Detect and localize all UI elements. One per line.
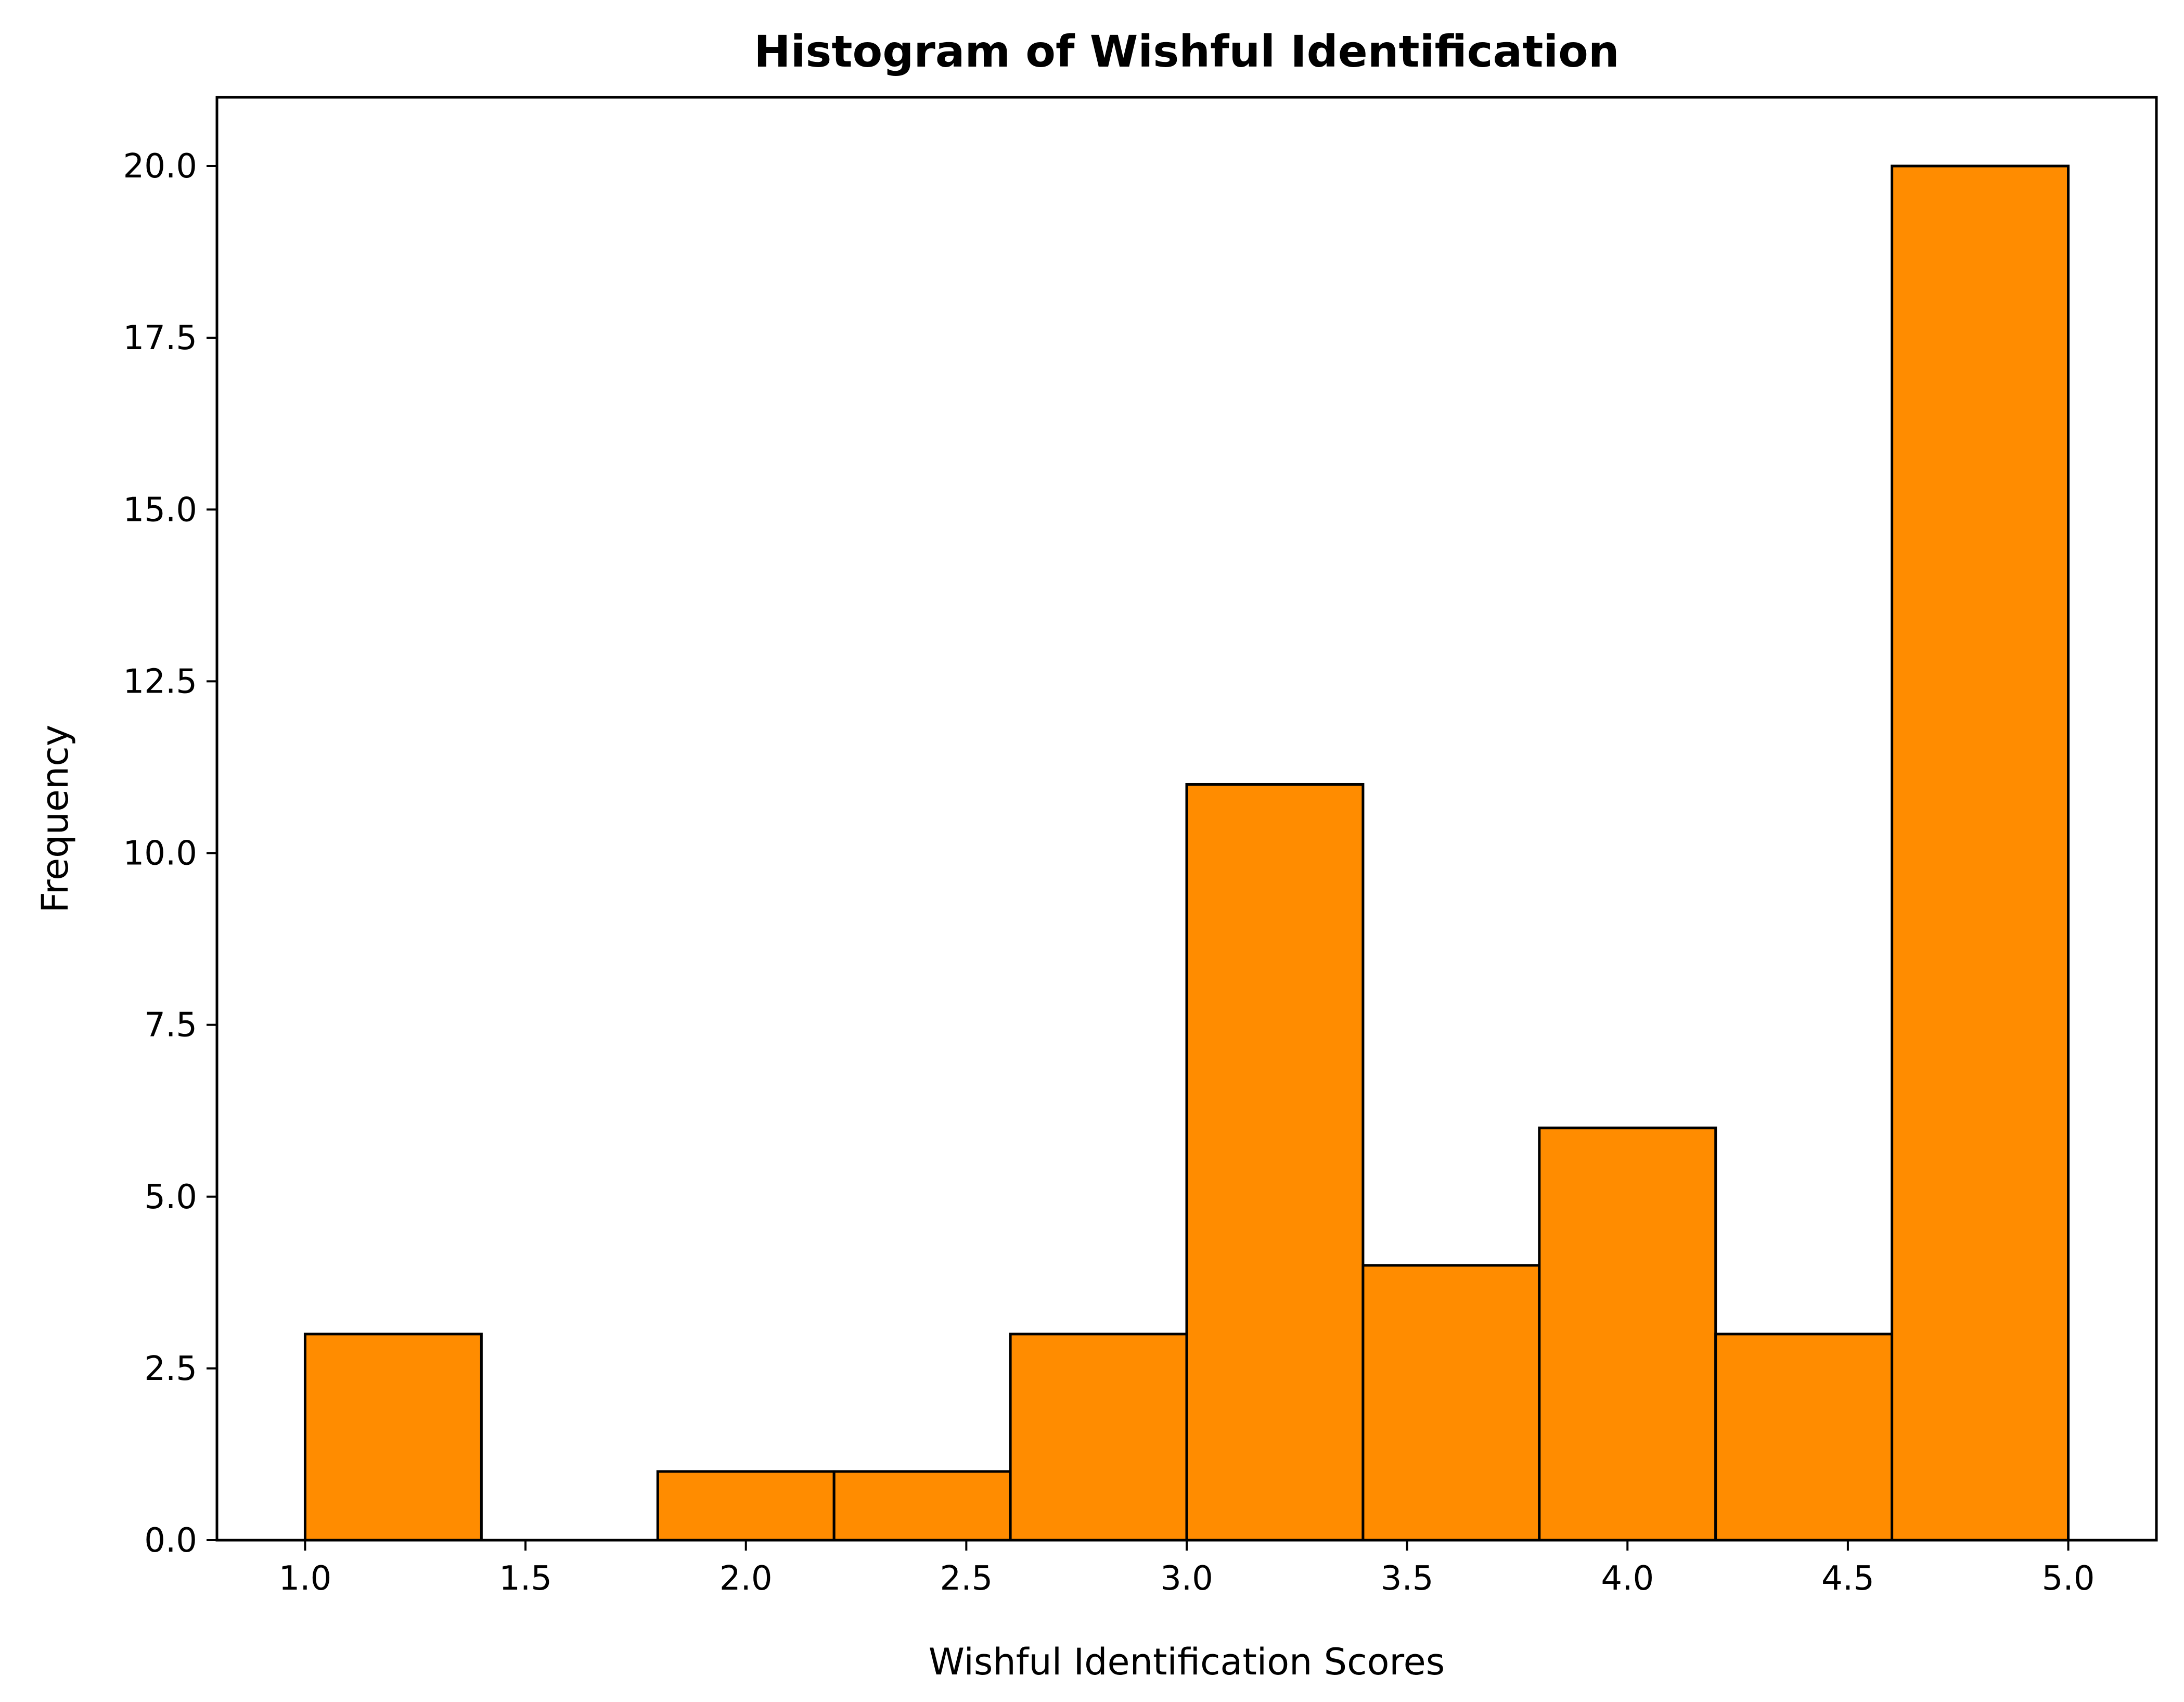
- y-tick-label: 12.5: [123, 662, 198, 701]
- x-axis-label: Wishful Identification Scores: [929, 1641, 1445, 1683]
- y-tick-label: 5.0: [144, 1178, 197, 1217]
- histogram-bar: [1185, 783, 1365, 1542]
- histogram-bar: [656, 1470, 836, 1542]
- y-tick-label: 17.5: [123, 319, 198, 357]
- x-tick-label: 1.5: [499, 1559, 552, 1598]
- x-tick-label: 4.5: [1821, 1559, 1874, 1598]
- y-tick-label: 2.5: [144, 1350, 197, 1388]
- histogram-bar: [1891, 164, 2070, 1542]
- y-axis-label: Frequency: [34, 725, 76, 913]
- y-tick-label: 20.0: [123, 147, 198, 186]
- y-tick-label: 0.0: [144, 1521, 197, 1560]
- x-tick-label: 3.0: [1160, 1559, 1213, 1598]
- y-axis-ticks: 0.0 2.5 5.0 7.5 10.0 12.5 15.0 17.5 20.0: [123, 147, 217, 1560]
- y-tick-label: 15.0: [123, 491, 198, 529]
- histogram-bar: [832, 1470, 1012, 1542]
- bars-group: [303, 164, 2070, 1542]
- y-tick-label: 7.5: [144, 1006, 197, 1045]
- x-axis-ticks: 1.0 1.5 2.0 2.5 3.0 3.5 4.0 4.5 5.0: [279, 1540, 2095, 1598]
- histogram-bar: [1361, 1264, 1541, 1542]
- histogram-bar: [1714, 1333, 1894, 1542]
- histogram-bar: [1009, 1333, 1188, 1542]
- y-tick-label: 10.0: [123, 835, 198, 873]
- histogram-bar: [303, 1333, 483, 1542]
- x-tick-label: 1.0: [279, 1559, 332, 1598]
- x-tick-label: 2.0: [720, 1559, 773, 1598]
- chart-title: Histogram of Wishful Identification: [754, 26, 1619, 77]
- x-tick-label: 3.5: [1381, 1559, 1434, 1598]
- x-tick-label: 5.0: [2042, 1559, 2095, 1598]
- x-tick-label: 4.0: [1601, 1559, 1654, 1598]
- histogram-bar: [1538, 1127, 1717, 1542]
- x-tick-label: 2.5: [940, 1559, 993, 1598]
